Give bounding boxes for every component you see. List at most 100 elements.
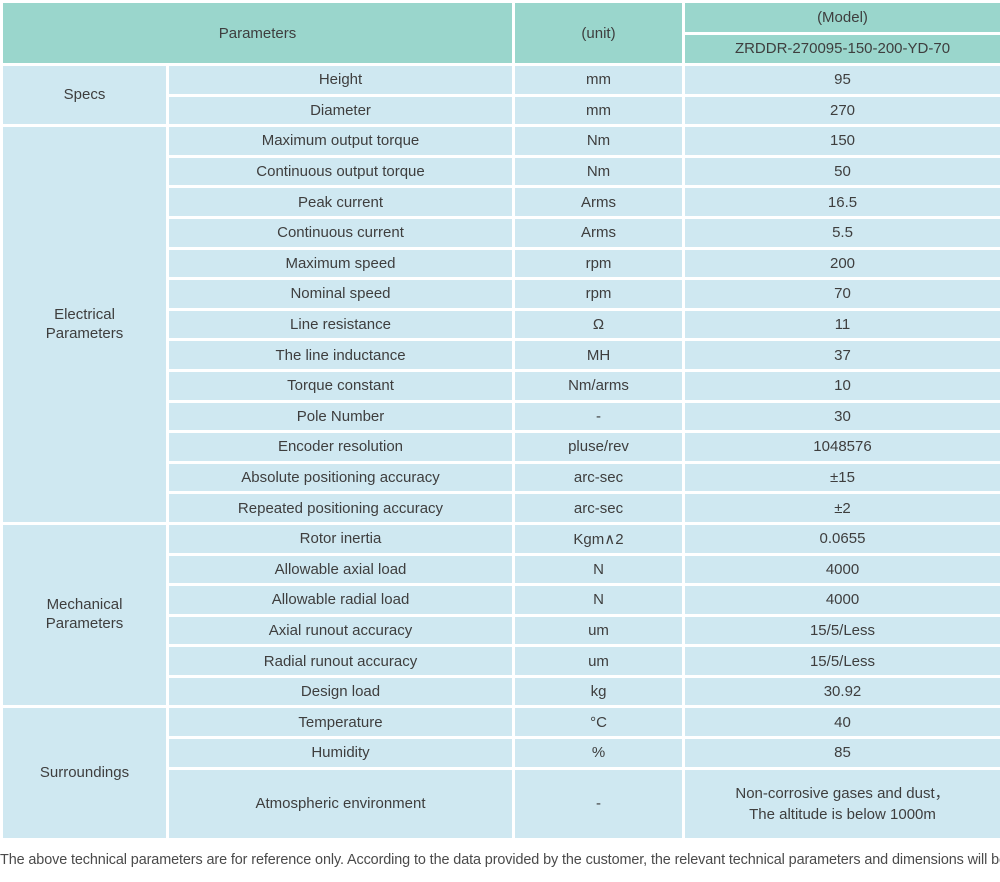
table-row: Allowable radial load N 4000 bbox=[2, 583, 1000, 617]
param-cell: Torque constant bbox=[166, 368, 515, 403]
value-cell: 95 bbox=[682, 63, 1000, 97]
value-cell: 200 bbox=[682, 246, 1000, 281]
unit-cell: arc-sec bbox=[512, 491, 685, 525]
value-cell: 11 bbox=[682, 307, 1000, 342]
unit-cell: Arms bbox=[512, 185, 685, 219]
param-cell: Maximum speed bbox=[166, 246, 515, 281]
value-cell: Non-corrosive gases and dust， The altitu… bbox=[682, 766, 1000, 841]
param-cell: Line resistance bbox=[166, 307, 515, 342]
table-row: Design load kg 30.92 bbox=[2, 674, 1000, 709]
unit-cell: N bbox=[512, 552, 685, 587]
param-cell: Allowable radial load bbox=[166, 583, 515, 617]
unit-cell: pluse/rev bbox=[512, 430, 685, 464]
table-header-row: Parameters (unit) (Model) bbox=[0, 0, 1000, 66]
unit-cell: kg bbox=[512, 674, 685, 709]
param-cell: Absolute positioning accuracy bbox=[166, 460, 515, 495]
param-cell: Maximum output torque bbox=[166, 124, 515, 158]
unit-cell: °C bbox=[512, 705, 685, 740]
param-cell: Design load bbox=[166, 674, 515, 709]
value-cell: 85 bbox=[682, 736, 1000, 770]
unit-cell: % bbox=[512, 736, 685, 770]
table-row: Electrical Parameters Maximum output tor… bbox=[0, 124, 1000, 525]
value-cell: 270 bbox=[682, 93, 1000, 128]
value-cell: 70 bbox=[682, 277, 1000, 311]
table-row: Absolute positioning accuracy arc-sec ±1… bbox=[2, 460, 1000, 495]
value-cell: 37 bbox=[682, 338, 1000, 372]
value-cell: 40 bbox=[682, 705, 1000, 740]
table-row: Line resistance Ω 11 bbox=[2, 307, 1000, 342]
param-cell: Pole Number bbox=[166, 399, 515, 434]
model-header: (Model) bbox=[682, 0, 1000, 35]
table-row: Specs Height mm 95 bbox=[0, 62, 1000, 128]
unit-cell: mm bbox=[512, 93, 685, 128]
table-row: Axial runout accuracy um 15/5/Less bbox=[2, 613, 1000, 648]
table-row: Surroundings Temperature °C 40 bbox=[0, 705, 1000, 841]
table-row: Nominal speed rpm 70 bbox=[2, 277, 1000, 311]
unit-cell: Kgm∧2 bbox=[512, 521, 685, 556]
table-row: Maximum speed rpm 200 bbox=[2, 246, 1000, 281]
spec-table: Parameters (unit) (Model) ZRDDR-270095-1… bbox=[0, 0, 1000, 841]
model-number: ZRDDR-270095-150-200-YD-70 bbox=[682, 31, 1000, 66]
param-cell: Height bbox=[166, 63, 515, 97]
param-cell: Nominal speed bbox=[166, 277, 515, 311]
param-cell: Diameter bbox=[166, 93, 515, 128]
table-row: Continuous current Arms 5.5 bbox=[2, 215, 1000, 250]
unit-cell: rpm bbox=[512, 277, 685, 311]
unit-cell: arc-sec bbox=[512, 460, 685, 495]
param-cell: Rotor inertia bbox=[166, 521, 515, 556]
value-cell: 5.5 bbox=[682, 215, 1000, 250]
table-row: Peak current Arms 16.5 bbox=[2, 185, 1000, 219]
unit-cell: Arms bbox=[512, 215, 685, 250]
footer-note: The above technical parameters are for r… bbox=[0, 851, 1000, 868]
param-cell: Continuous output torque bbox=[166, 154, 515, 189]
table-row: Continuous output torque Nm 50 bbox=[2, 154, 1000, 189]
value-cell: 16.5 bbox=[682, 185, 1000, 219]
value-cell: ±15 bbox=[682, 460, 1000, 495]
section-category-electrical: Electrical Parameters bbox=[0, 124, 169, 525]
param-cell: Humidity bbox=[166, 736, 515, 770]
section-category-surroundings: Surroundings bbox=[0, 705, 169, 841]
value-cell: 1048576 bbox=[682, 430, 1000, 464]
unit-cell: MH bbox=[512, 338, 685, 372]
table-row: Mechanical Parameters Rotor inertia Kgm∧… bbox=[0, 521, 1000, 709]
unit-cell: um bbox=[512, 644, 685, 678]
value-cell: 10 bbox=[682, 368, 1000, 403]
value-cell: 30 bbox=[682, 399, 1000, 434]
param-cell: Temperature bbox=[166, 705, 515, 740]
param-cell: Continuous current bbox=[166, 215, 515, 250]
unit-cell: rpm bbox=[512, 246, 685, 281]
section-category-mechanical: Mechanical Parameters bbox=[0, 521, 169, 709]
value-cell: 150 bbox=[682, 124, 1000, 158]
table-row: Repeated positioning accuracy arc-sec ±2 bbox=[2, 491, 1000, 525]
value-cell: 4000 bbox=[682, 552, 1000, 587]
table-row: Radial runout accuracy um 15/5/Less bbox=[2, 644, 1000, 678]
unit-cell: Ω bbox=[512, 307, 685, 342]
param-cell: Axial runout accuracy bbox=[166, 613, 515, 648]
param-cell: Atmospheric environment bbox=[166, 766, 515, 841]
value-cell: 50 bbox=[682, 154, 1000, 189]
unit-cell: Nm bbox=[512, 154, 685, 189]
param-cell: Allowable axial load bbox=[166, 552, 515, 587]
unit-header: (unit) bbox=[512, 0, 685, 66]
param-cell: The line inductance bbox=[166, 338, 515, 372]
table-row: Atmospheric environment - Non-corrosive … bbox=[2, 766, 1000, 841]
parameters-header: Parameters bbox=[0, 0, 515, 66]
unit-cell: mm bbox=[512, 63, 685, 97]
value-cell: 15/5/Less bbox=[682, 613, 1000, 648]
table-row: Encoder resolution pluse/rev 1048576 bbox=[2, 430, 1000, 464]
unit-cell: N bbox=[512, 583, 685, 617]
value-cell: 0.0655 bbox=[682, 521, 1000, 556]
param-cell: Encoder resolution bbox=[166, 430, 515, 464]
table-row: Pole Number - 30 bbox=[2, 399, 1000, 434]
value-cell: 30.92 bbox=[682, 674, 1000, 709]
table-row: Humidity % 85 bbox=[2, 736, 1000, 770]
value-cell: 15/5/Less bbox=[682, 644, 1000, 678]
table-header-subrow: ZRDDR-270095-150-200-YD-70 bbox=[2, 31, 1000, 66]
table-row: The line inductance MH 37 bbox=[2, 338, 1000, 372]
section-category-specs: Specs bbox=[0, 62, 169, 128]
table-row: Diameter mm 270 bbox=[2, 93, 1000, 128]
param-cell: Repeated positioning accuracy bbox=[166, 491, 515, 525]
unit-cell: - bbox=[512, 399, 685, 434]
unit-cell: um bbox=[512, 613, 685, 648]
